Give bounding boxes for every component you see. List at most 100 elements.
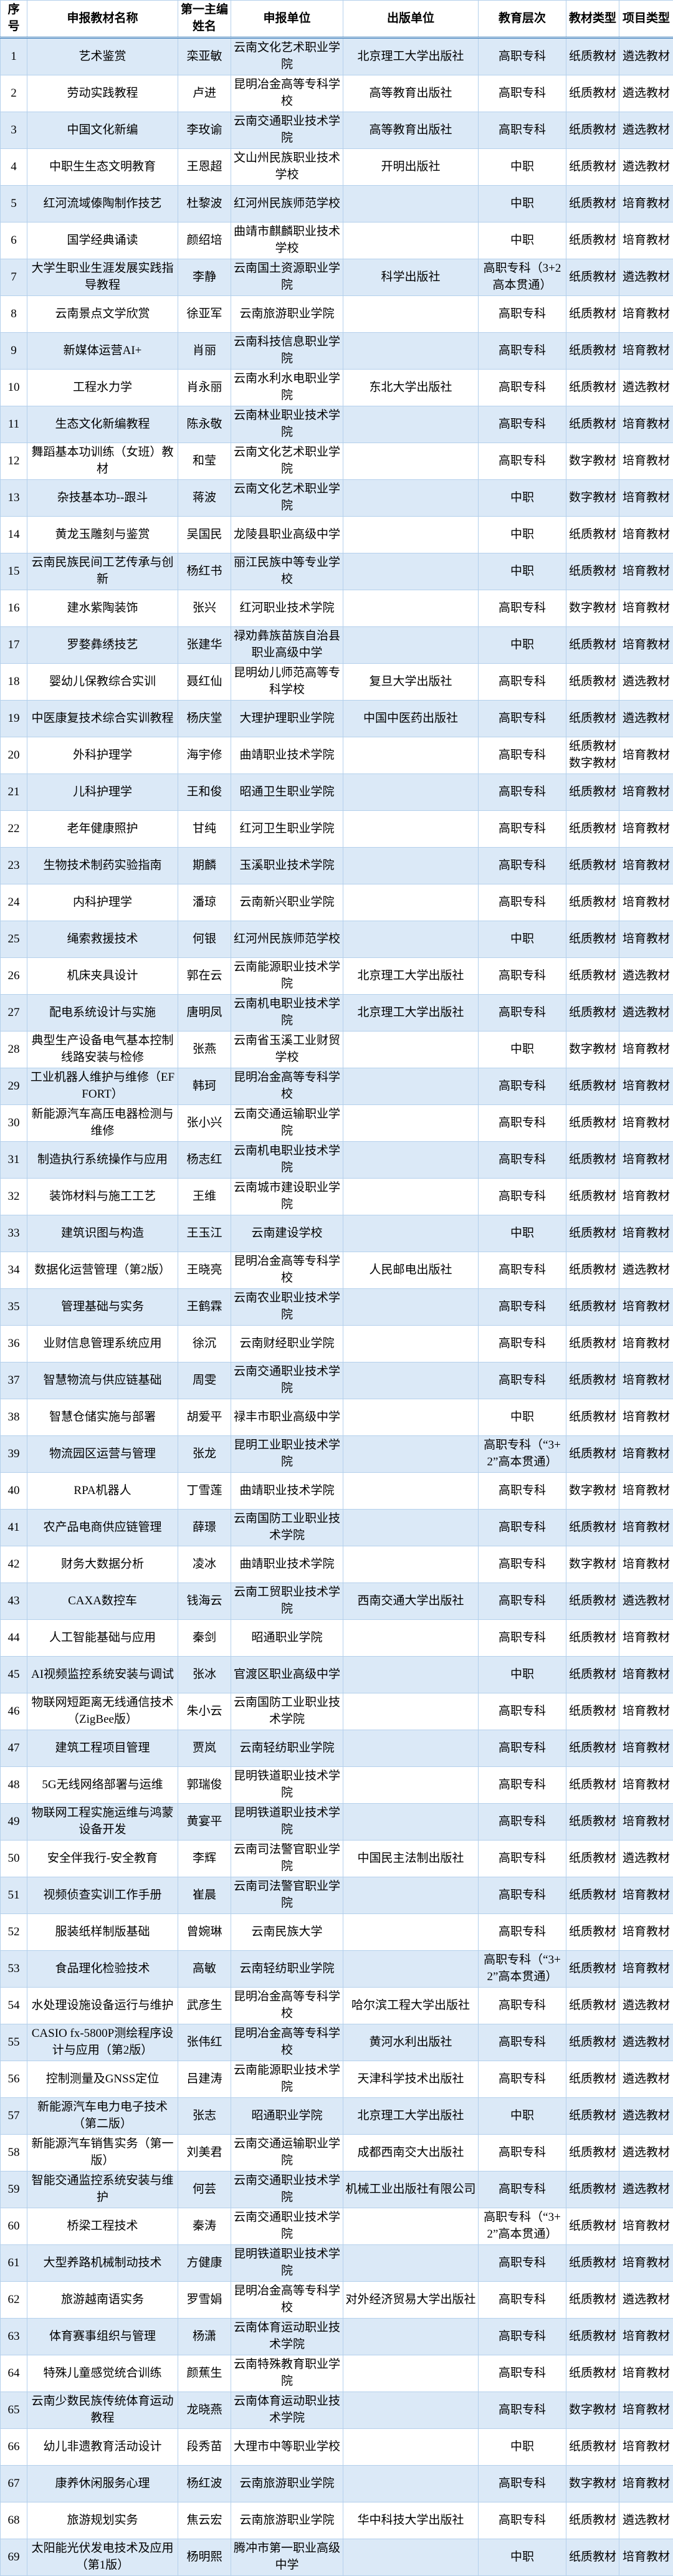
cell-num: 29: [1, 1068, 27, 1105]
cell-publisher: [343, 1032, 479, 1068]
cell-publisher: [343, 1289, 479, 1326]
cell-publisher: [343, 553, 479, 590]
cell-publisher: 北京理工大学出版社: [343, 958, 479, 995]
cell-editor: 杨明熙: [178, 2539, 231, 2576]
cell-unit: 大理护理职业学院: [231, 701, 343, 737]
cell-editor: 王玉江: [178, 1215, 231, 1252]
cell-num: 24: [1, 884, 27, 921]
cell-type: 纸质教材: [566, 186, 619, 223]
cell-editor: 蒋波: [178, 480, 231, 517]
cell-unit: 昆明冶金高等专科学校: [231, 2024, 343, 2061]
cell-name: CAXA数控车: [27, 1583, 178, 1620]
col-header-level: 教育层次: [479, 1, 566, 38]
cell-unit: 昆明铁道职业技术学院: [231, 1767, 343, 1804]
cell-num: 41: [1, 1510, 27, 1546]
cell-level: 高职专科: [479, 1841, 566, 1877]
cell-unit: 云南财经职业学院: [231, 1326, 343, 1362]
cell-publisher: [343, 480, 479, 517]
cell-type: 纸质教材: [566, 333, 619, 370]
cell-project: 遴选教材: [619, 1988, 673, 2024]
cell-num: 56: [1, 2061, 27, 2098]
cell-project: 培育教材: [619, 1620, 673, 1657]
cell-type: 纸质教材: [566, 1804, 619, 1841]
cell-level: 高职专科: [479, 406, 566, 443]
cell-editor: 王恩超: [178, 149, 231, 186]
cell-level: 高职专科: [479, 1179, 566, 1215]
cell-type: 纸质教材: [566, 921, 619, 958]
cell-unit: 云南水利水电职业学院: [231, 370, 343, 406]
cell-num: 26: [1, 958, 27, 995]
cell-level: 中职: [479, 553, 566, 590]
cell-unit: 云南文化艺术职业学院: [231, 480, 343, 517]
cell-project: 培育教材: [619, 2319, 673, 2355]
cell-name: 物联网工程实施运维与鸿蒙设备开发: [27, 1804, 178, 1841]
cell-editor: 甘纯: [178, 811, 231, 848]
cell-publisher: 天津科学技术出版社: [343, 2061, 479, 2098]
cell-type: 纸质教材: [566, 811, 619, 848]
cell-level: 高职专科: [479, 1877, 566, 1914]
cell-level: 高职专科: [479, 737, 566, 774]
cell-level: 高职专科: [479, 1804, 566, 1841]
cell-level: 高职专科: [479, 848, 566, 884]
cell-publisher: [343, 223, 479, 259]
cell-type: 纸质教材: [566, 1215, 619, 1252]
cell-project: 遴选教材: [619, 2282, 673, 2319]
cell-unit: 云南文化艺术职业学院: [231, 38, 343, 75]
cell-type: 纸质教材: [566, 995, 619, 1032]
cell-num: 15: [1, 553, 27, 590]
cell-type: 纸质教材: [566, 1105, 619, 1142]
cell-unit: 昭通职业学院: [231, 1620, 343, 1657]
cell-num: 46: [1, 1693, 27, 1730]
cell-publisher: 哈尔滨工程大学出版社: [343, 1988, 479, 2024]
cell-publisher: [343, 296, 479, 333]
cell-name: 物流园区运营与管理: [27, 1436, 178, 1473]
cell-project: 培育教材: [619, 1473, 673, 1510]
cell-type: 纸质教材: [566, 38, 619, 75]
cell-editor: 王维: [178, 1179, 231, 1215]
cell-name: 幼儿非遗教育活动设计: [27, 2429, 178, 2466]
cell-name: 制造执行系统操作与应用: [27, 1142, 178, 1179]
cell-name: 新能源汽车电力电子技术（第二版）: [27, 2098, 178, 2135]
cell-editor: 唐明凤: [178, 995, 231, 1032]
cell-level: 高职专科: [479, 1693, 566, 1730]
cell-type: 纸质教材: [566, 1730, 619, 1767]
cell-project: 培育教材: [619, 296, 673, 333]
cell-name: 食品理化检验技术: [27, 1951, 178, 1988]
cell-editor: 杨红书: [178, 553, 231, 590]
cell-num: 1: [1, 38, 27, 75]
cell-name: AI视频监控系统安装与调试: [27, 1657, 178, 1693]
cell-publisher: [343, 1767, 479, 1804]
cell-name: 内科护理学: [27, 884, 178, 921]
cell-editor: 武彦生: [178, 1988, 231, 2024]
cell-type: 纸质教材: [566, 2282, 619, 2319]
cell-publisher: 机械工业出版社有限公司: [343, 2171, 479, 2208]
cell-name: 外科护理学: [27, 737, 178, 774]
cell-project: 培育教材: [619, 1362, 673, 1399]
cell-unit: 云南交通运输职业学院: [231, 1105, 343, 1142]
cell-project: 培育教材: [619, 811, 673, 848]
cell-name: 大学生职业生涯发展实践指导教程: [27, 259, 178, 296]
cell-project: 培育教材: [619, 2539, 673, 2576]
cell-unit: 云南交通职业技术学院: [231, 112, 343, 149]
cell-num: 58: [1, 2135, 27, 2171]
cell-project: 遴选教材: [619, 1583, 673, 1620]
cell-name: 桥梁工程技术: [27, 2208, 178, 2245]
cell-editor: 韩珂: [178, 1068, 231, 1105]
cell-level: 高职专科: [479, 1362, 566, 1399]
col-header-type: 教材类型: [566, 1, 619, 38]
cell-unit: 昆明铁道职业技术学院: [231, 1804, 343, 1841]
cell-num: 48: [1, 1767, 27, 1804]
cell-type: 纸质教材: [566, 2355, 619, 2392]
cell-editor: 郭瑞俊: [178, 1767, 231, 1804]
cell-num: 50: [1, 1841, 27, 1877]
cell-project: 培育教材: [619, 774, 673, 811]
cell-type: 纸质教材: [566, 1951, 619, 1988]
cell-editor: 黄宴平: [178, 1804, 231, 1841]
